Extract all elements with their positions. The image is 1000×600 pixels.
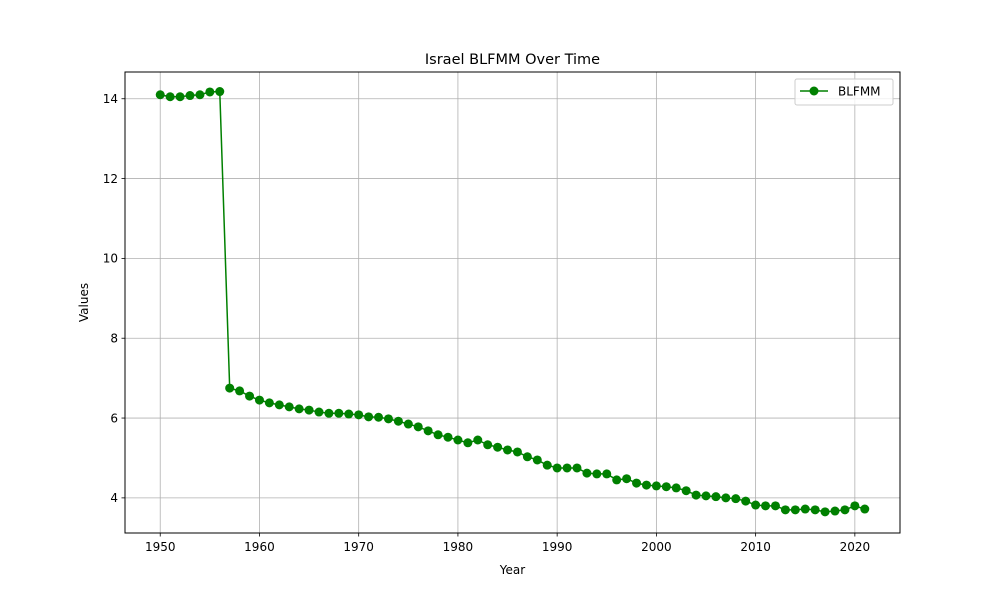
data-point — [741, 496, 751, 506]
data-point — [800, 504, 810, 514]
data-point — [483, 440, 493, 450]
data-point — [334, 408, 344, 418]
y-tick-label: 10 — [103, 252, 118, 266]
data-point — [165, 92, 175, 102]
data-point — [830, 506, 840, 516]
data-point — [840, 505, 850, 515]
chart-title: Israel BLFMM Over Time — [425, 52, 600, 68]
data-point — [622, 474, 632, 484]
x-axis-title: Year — [499, 563, 525, 577]
data-point — [284, 402, 294, 412]
data-point — [245, 391, 255, 401]
data-point — [453, 435, 463, 445]
legend-label-blfmm: BLFMM — [838, 85, 881, 99]
x-tick-label: 2000 — [641, 540, 672, 554]
x-tick-label: 1950 — [145, 540, 176, 554]
data-point — [383, 414, 393, 424]
x-tick-label: 1990 — [542, 540, 573, 554]
data-point — [711, 492, 721, 502]
data-point — [413, 422, 423, 432]
data-point — [215, 87, 225, 97]
data-point — [443, 432, 453, 442]
data-point — [155, 90, 165, 100]
y-tick-label: 12 — [103, 172, 118, 186]
data-point — [532, 455, 542, 465]
data-point — [393, 416, 403, 426]
data-point — [860, 504, 870, 514]
legend-box — [794, 78, 894, 106]
data-point — [175, 92, 185, 102]
x-tick-label: 2020 — [840, 540, 871, 554]
data-point — [503, 445, 513, 455]
data-point — [602, 469, 612, 479]
data-point — [552, 463, 562, 473]
data-point — [433, 430, 443, 440]
data-point — [473, 435, 483, 445]
plot-frame — [124, 71, 901, 534]
data-point — [582, 468, 592, 478]
data-point — [592, 469, 602, 479]
axis-ticks: 1950 1960 1970 1980 1990 2000 2010 2020 4 6 8 10 12 1… — [103, 92, 870, 554]
x-tick-label: 1960 — [244, 540, 275, 554]
data-point — [701, 491, 711, 501]
data-point — [770, 501, 780, 511]
data-point — [195, 90, 205, 100]
data-point — [522, 452, 532, 462]
data-point — [364, 412, 374, 422]
data-point — [354, 410, 364, 420]
x-tick-label: 1980 — [443, 540, 474, 554]
y-tick-label: 14 — [103, 92, 118, 106]
data-point — [632, 478, 642, 488]
data-point — [205, 87, 215, 97]
data-point — [403, 419, 413, 429]
data-point — [463, 438, 473, 448]
data-point — [780, 505, 790, 515]
data-point — [850, 501, 860, 511]
data-point — [185, 91, 195, 101]
x-tick-label: 2010 — [740, 540, 771, 554]
data-point — [681, 486, 691, 496]
y-tick-label: 8 — [110, 332, 118, 346]
data-point — [314, 407, 324, 417]
data-point — [572, 463, 582, 473]
data-point — [304, 405, 314, 415]
data-point — [374, 412, 384, 422]
series-layer — [155, 87, 870, 517]
data-point — [493, 442, 503, 452]
legend: BLFMM — [794, 78, 894, 106]
data-point — [264, 398, 274, 408]
data-point — [324, 408, 334, 418]
data-point — [274, 400, 284, 410]
data-point — [294, 404, 304, 414]
data-point — [542, 460, 552, 470]
data-point — [254, 395, 264, 405]
legend-marker-swatch — [809, 86, 819, 96]
x-tick-label: 1970 — [343, 540, 374, 554]
data-point — [751, 500, 761, 510]
y-axis-title: Values — [77, 283, 91, 322]
y-tick-label: 6 — [110, 411, 118, 425]
data-point — [562, 463, 572, 473]
data-point — [721, 493, 731, 503]
data-point — [731, 494, 741, 504]
data-point — [790, 505, 800, 515]
grid-lines — [125, 72, 900, 533]
data-point — [512, 447, 522, 457]
data-point — [612, 475, 622, 485]
data-point — [820, 507, 830, 517]
data-point — [641, 480, 651, 490]
data-point — [810, 505, 820, 515]
data-point — [671, 483, 681, 493]
data-point — [651, 481, 661, 491]
y-tick-label: 4 — [110, 491, 118, 505]
data-point — [661, 482, 671, 492]
data-point — [344, 409, 354, 419]
data-point — [235, 386, 245, 396]
data-point — [225, 383, 235, 393]
data-point — [691, 490, 701, 500]
data-point — [423, 426, 433, 436]
data-point — [761, 501, 771, 511]
